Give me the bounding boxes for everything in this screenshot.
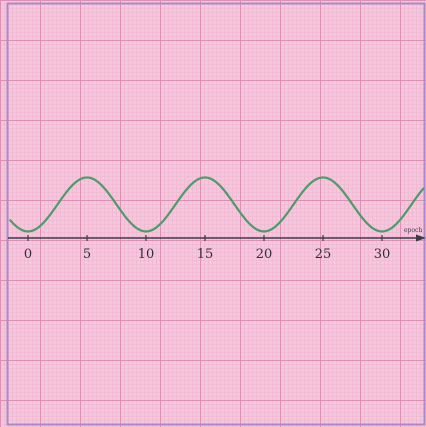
x-tick-label: 10: [138, 247, 155, 262]
x-tick-label: 20: [256, 247, 273, 262]
plot-border: [6, 2, 426, 426]
x-tick-label: 0: [24, 247, 32, 262]
x-tick-label: 25: [315, 247, 332, 262]
x-tick-label: 15: [197, 247, 214, 262]
x-ticks: 0 5 10 15 20 25 30: [24, 235, 390, 262]
x-tick-label: 30: [374, 247, 391, 262]
series-line: [9, 176, 425, 233]
x-tick-label: 5: [83, 247, 91, 262]
x-axis-arrowhead: [416, 234, 426, 242]
x-axis-label: epoch: [404, 227, 422, 234]
